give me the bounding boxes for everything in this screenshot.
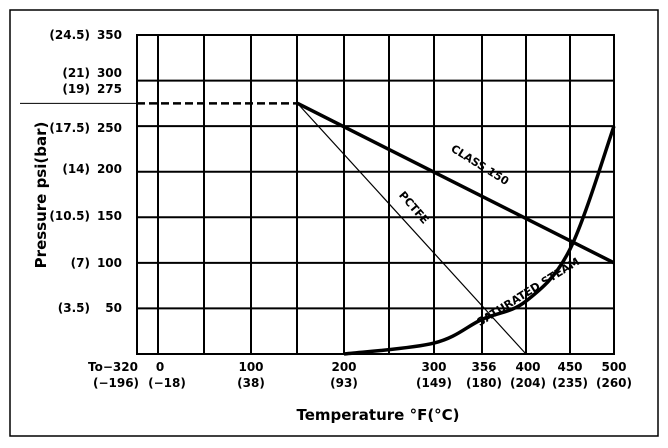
y-tick-psi: 275 [97,82,122,96]
x-tick-c: (260) [596,376,632,390]
y-tick-psi: 350 [97,28,122,42]
y-tick-bar: (21) [62,66,90,80]
saturated-steam-curve [343,125,616,356]
outer-frame [9,9,659,437]
x-tick-f: 450 [557,360,582,374]
series-labels: CLASS 150 PCTFE SATURATED STEAM [396,142,582,329]
y-axis-title: Pressure psi(bar) [32,122,50,269]
y-tick-bar: (19) [62,82,90,96]
y-tick-bar: (14) [62,162,90,176]
x-tick-f: 200 [331,360,356,374]
x-tick-f: 356 [471,360,496,374]
class-150-line [296,101,615,265]
tick-labels: (24.5) 350 (21) 300 (19) 275 (17.5) 250 (14) 200 (… [49,28,632,390]
y-tick-bar: (3.5) [58,301,90,315]
y-tick-psi: 300 [97,66,122,80]
x-tick-f: To−320 [88,360,138,374]
x-tick-c: (180) [466,376,502,390]
x-tick-c: (93) [330,376,358,390]
class-150-label: CLASS 150 [449,142,512,188]
saturated-steam-label: SATURATED STEAM [474,255,581,329]
y-tick-psi: 100 [97,256,122,270]
y-tick-bar: (24.5) [49,28,90,42]
x-tick-c: (204) [510,376,546,390]
y-tick-psi: 150 [97,209,122,223]
x-tick-c: (235) [552,376,588,390]
pctfe-line [297,102,527,355]
y-tick-psi: 50 [105,301,122,315]
plot-border [136,34,615,355]
x-tick-f: 400 [515,360,540,374]
x-tick-c: (149) [416,376,452,390]
y-tick-psi: 250 [97,121,122,135]
x-tick-c: (−18) [148,376,186,390]
x-tick-f: 0 [156,360,164,374]
x-axis-title: Temperature °F(°C) [296,406,459,424]
series-lines [137,101,616,356]
x-tick-f: 300 [421,360,446,374]
pctfe-label: PCTFE [396,189,431,227]
x-tick-f: 500 [601,360,626,374]
x-tick-c: (38) [237,376,265,390]
y-tick-psi: 200 [97,162,122,176]
x-tick-f: 100 [238,360,263,374]
y-tick-bar: (7) [71,256,90,270]
y-tick-bar: (10.5) [49,209,90,223]
y-tick-bar: (17.5) [49,121,90,135]
x-tick-c: (−196) [93,376,139,390]
